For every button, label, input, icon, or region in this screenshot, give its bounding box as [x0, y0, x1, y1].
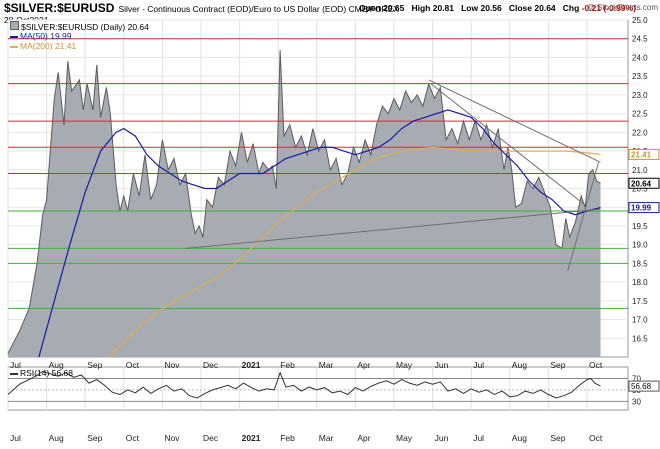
x-tick-label: Aug [512, 360, 527, 370]
y-tick-label: 22.0 [632, 128, 648, 137]
x-tick-label: Oct [589, 360, 603, 370]
legend-price: $SILVER:$EURUSD (Daily) 20.64 [10, 21, 149, 32]
y-tick-label: 23.5 [632, 72, 648, 81]
legend-ma50-label: MA(50) 19.99 [20, 31, 72, 41]
y-tick-label: 23.0 [632, 91, 648, 100]
legend-ma50-swatch [10, 35, 18, 38]
rsi-tick-label: 30 [632, 397, 641, 406]
price-area [8, 50, 601, 357]
x-tick-label: Oct [126, 360, 140, 370]
x-tick-label-rsi: Aug [512, 433, 527, 443]
y-tick-label: 25.0 [632, 16, 648, 25]
x-tick-label: Nov [164, 360, 180, 370]
chart-symbol: $SILVER:$EURUSD Silver - Continuous Contr… [4, 1, 399, 15]
x-tick-label-rsi: Nov [164, 433, 180, 443]
last-value-tag: 20.64 [631, 179, 652, 188]
x-tick-label-rsi: May [396, 433, 413, 443]
ma200-value-tag-box [628, 148, 660, 160]
y-tick-label: 22.5 [632, 110, 648, 119]
y-tick-label: 19.0 [632, 241, 648, 250]
x-tick-label-rsi: Sep [550, 433, 565, 443]
rsi-tick-label: 70 [632, 374, 641, 383]
x-tick-label-rsi: Dec [203, 433, 219, 443]
rsi-value-box [628, 380, 660, 392]
high-value: 20.81 [432, 3, 454, 13]
x-tick-label: Jul [10, 360, 21, 370]
x-tick-label: Jul [473, 360, 484, 370]
y-tick-label: 21.0 [632, 166, 648, 175]
watermark: @ StockCharts.com [586, 3, 658, 12]
ma200-line [107, 146, 601, 358]
legend-ma50: MA(50) 19.99 [10, 31, 72, 41]
symbol-text: $SILVER:$EURUSD [4, 1, 115, 15]
rsi-line [7, 371, 601, 399]
legend-rsi-swatch [10, 372, 18, 375]
legend-ma200-swatch [10, 45, 18, 48]
rsi-panel-frame [7, 366, 629, 411]
high-label: High [411, 3, 431, 13]
chg-value: -0.21 (-0.99%) [581, 3, 636, 13]
low-label: Low [461, 3, 479, 13]
x-tick-label-rsi: 2021 [242, 433, 261, 443]
trend-line [185, 208, 601, 249]
x-tick-label-rsi: Jul [10, 433, 21, 443]
legend-rsi-label: RSI(14) 56.68 [20, 368, 73, 378]
legend-ma200: MA(200) 21.41 [10, 41, 76, 51]
x-tick-label-rsi: Mar [319, 433, 334, 443]
x-tick-label: Dec [203, 360, 219, 370]
chart-description: Silver - Continuous Contract (EOD)/Euro … [118, 4, 400, 14]
y-tick-label: 24.5 [632, 35, 648, 44]
x-tick-label: Sep [87, 360, 102, 370]
rsi-value-tag: 56.68 [631, 382, 652, 391]
y-tick-label: 24.0 [632, 53, 648, 62]
y-tick-label: 19.5 [632, 222, 648, 231]
y-tick-label: 20.5 [632, 185, 648, 194]
low-value: 20.56 [480, 3, 502, 13]
x-tick-label: Feb [280, 360, 295, 370]
y-tick-label: 18.0 [632, 278, 648, 287]
y-tick-label: 16.5 [632, 334, 648, 343]
legend-price-swatch [10, 21, 19, 30]
x-tick-label-rsi: Aug [49, 433, 64, 443]
x-tick-label-rsi: Oct [589, 433, 603, 443]
legend-rsi: RSI(14) 56.68 [10, 368, 73, 378]
chg-label: Chg [562, 3, 580, 13]
legend-ma200-label: MA(200) 21.41 [20, 41, 77, 51]
trend-line [428, 79, 601, 163]
ma50-line [38, 109, 601, 358]
x-tick-label-rsi: Oct [126, 433, 140, 443]
x-tick-label-rsi: Jun [435, 433, 449, 443]
x-tick-label: Mar [319, 360, 334, 370]
ma50-value-tag-box [628, 202, 660, 214]
x-tick-label: May [396, 360, 413, 370]
ma200-value-tag: 21.41 [631, 150, 652, 159]
x-tick-label: Aug [49, 360, 64, 370]
last-value-tag-box [628, 177, 660, 189]
y-tick-label: 18.5 [632, 259, 648, 268]
trend-line [567, 162, 600, 272]
x-tick-label: Sep [550, 360, 565, 370]
y-tick-label: 17.5 [632, 297, 648, 306]
x-tick-label-rsi: Apr [357, 433, 370, 443]
x-tick-label-rsi: Jul [473, 433, 484, 443]
x-tick-label-rsi: Feb [280, 433, 295, 443]
quote-summary: Open 20.65 High 20.81 Low 20.56 Close 20… [359, 3, 636, 13]
x-tick-label: 2021 [242, 360, 261, 370]
trend-line [430, 83, 584, 204]
close-value: 20.64 [534, 3, 556, 13]
open-value: 20.65 [383, 3, 405, 13]
open-label: Open [358, 3, 381, 13]
legend-price-label: $SILVER:$EURUSD (Daily) 20.64 [21, 22, 149, 32]
x-tick-label: Apr [357, 360, 370, 370]
ma50-value-tag: 19.99 [631, 204, 652, 213]
close-label: Close [508, 3, 532, 13]
x-tick-label: Jun [435, 360, 449, 370]
y-tick-label: 17.0 [632, 316, 648, 325]
x-tick-label-rsi: Sep [87, 433, 102, 443]
